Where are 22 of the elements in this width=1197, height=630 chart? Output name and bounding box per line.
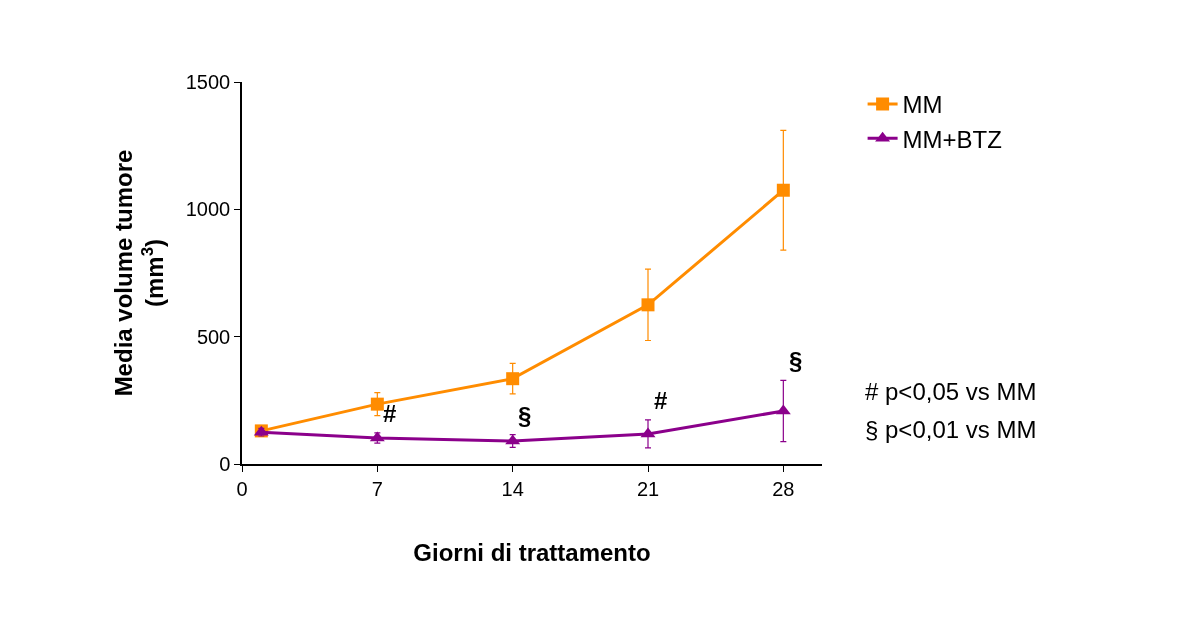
point — [506, 372, 520, 386]
text: § p<0,01 vs MM — [865, 416, 1037, 443]
annotation: # — [383, 400, 397, 427]
x-tick-label: 0 — [236, 477, 248, 500]
y-tick-label: 500 — [196, 325, 231, 348]
y-tick-label: 1000 — [185, 198, 231, 221]
x-tick-label: 7 — [371, 477, 383, 500]
annotation: § — [789, 347, 803, 374]
x-axis-title: Giorni di trattamento — [413, 538, 651, 566]
text: # p<0,05 vs MM — [865, 378, 1037, 405]
y-tick-label: 1500 — [185, 71, 231, 93]
x-tick-label: 28 — [772, 477, 795, 500]
x-tick-label: 14 — [501, 477, 524, 500]
y-tick-label: 0 — [219, 453, 231, 475]
point — [370, 397, 384, 411]
legend-label: MM — [902, 91, 943, 119]
legend-label: MM+BTZ — [902, 125, 1002, 153]
point — [641, 298, 655, 312]
annotation: # — [654, 387, 668, 414]
x-tick-label: 21 — [636, 477, 660, 500]
annotation: § — [518, 402, 532, 429]
point — [776, 183, 790, 197]
